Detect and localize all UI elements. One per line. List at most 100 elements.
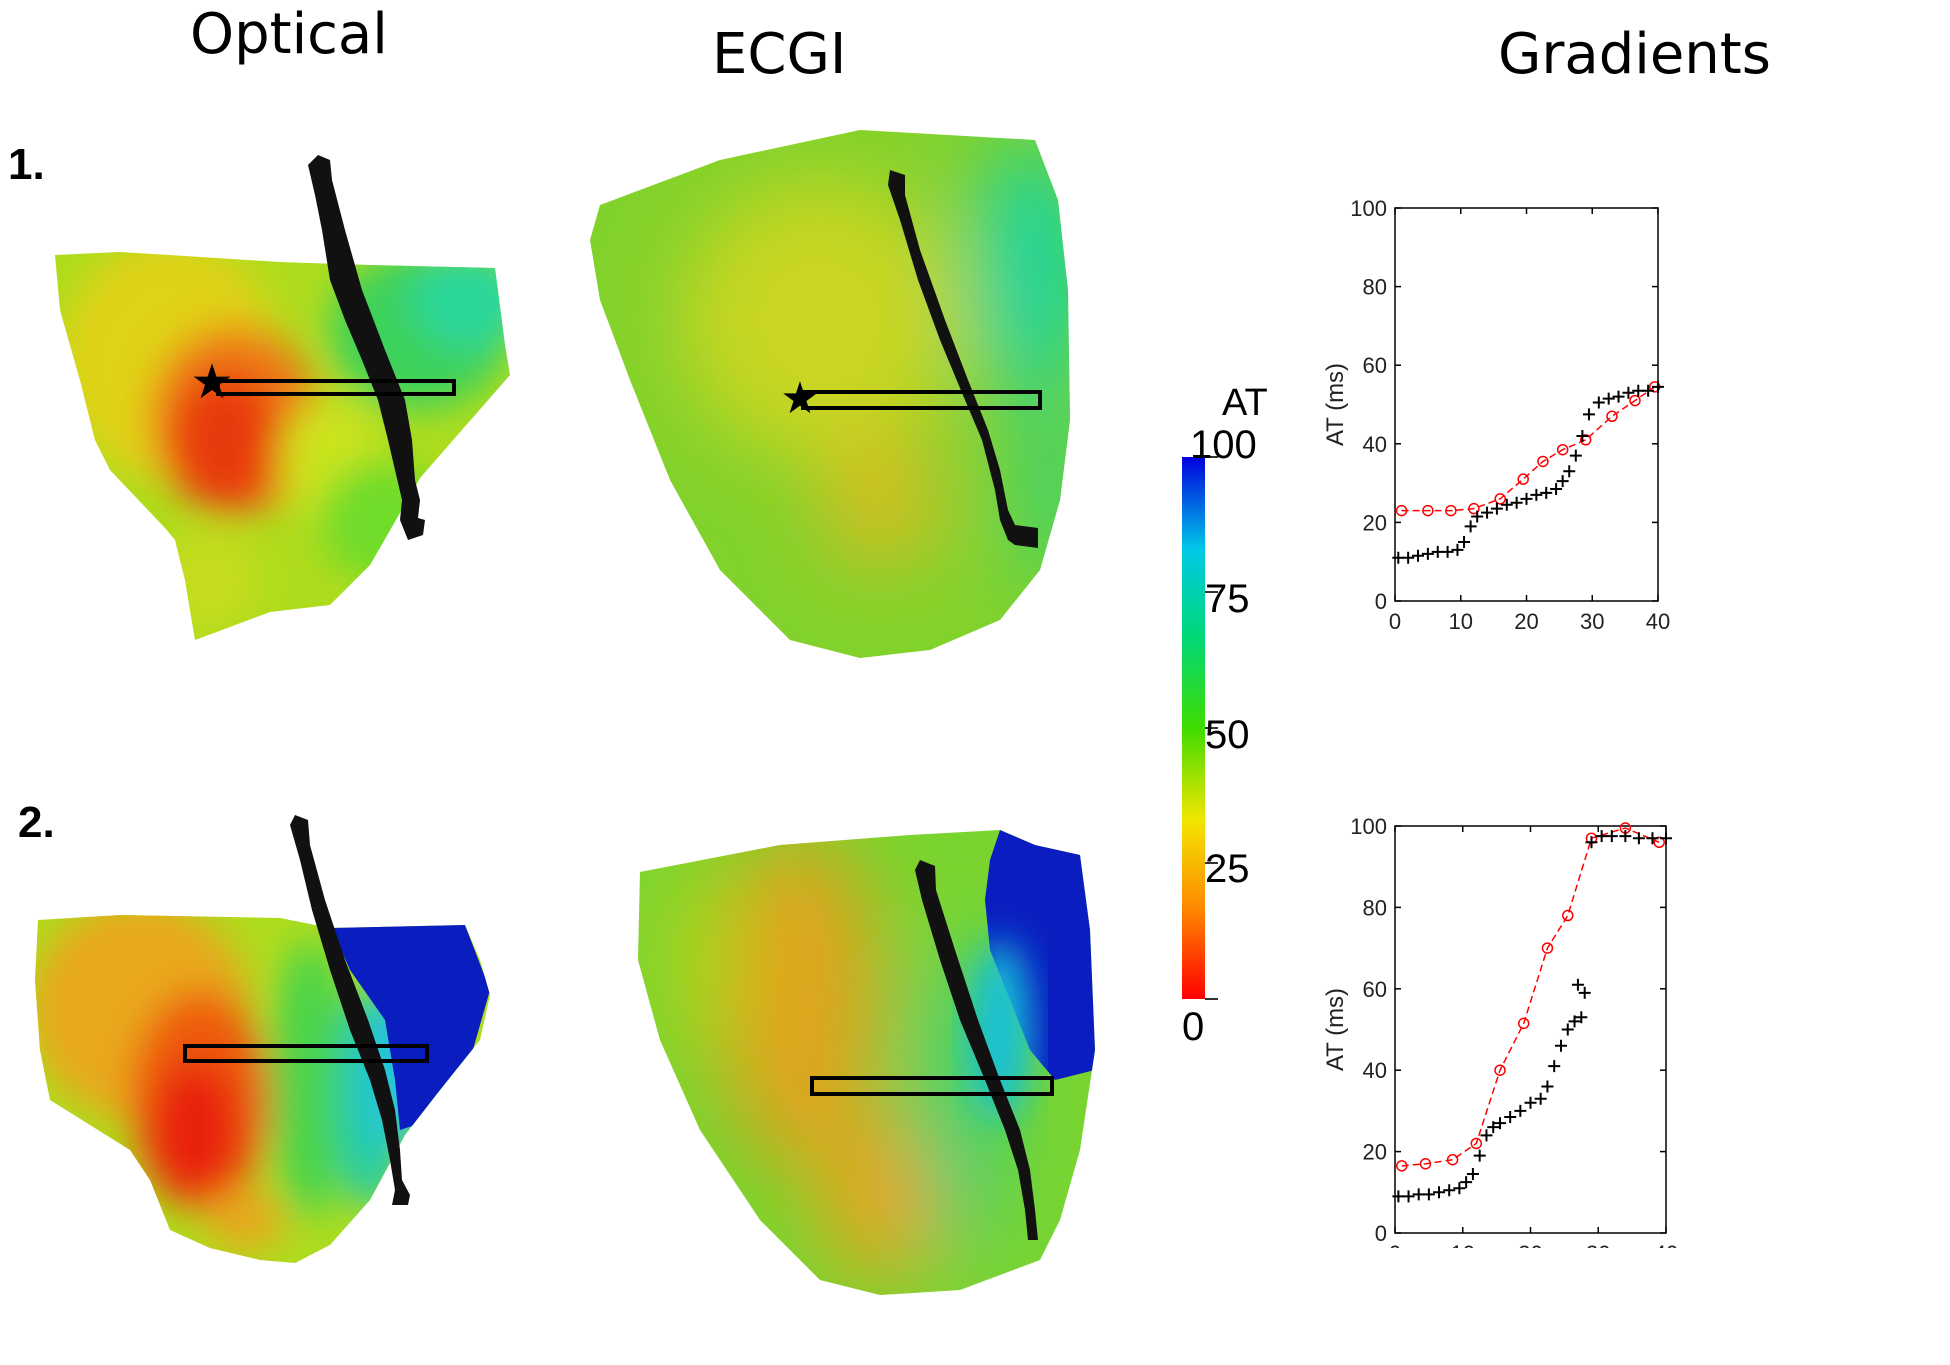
optical-header: Optical	[190, 2, 388, 67]
plot2-xtick-label: 0	[1389, 1241, 1401, 1248]
plot2-optical-series-point	[1453, 1182, 1466, 1195]
plot1-ytick-label: 40	[1363, 432, 1387, 457]
sample-box-1-ecgi	[801, 390, 1042, 410]
plot1-axes-box	[1394, 207, 1659, 602]
plot2-xtick-label: 10	[1451, 1241, 1475, 1248]
plot1-xtick-label: 10	[1449, 609, 1473, 630]
plot1-optical-series-point	[1412, 549, 1425, 562]
plot2-optical-series-point	[1422, 1188, 1435, 1201]
plot2-optical-series-point	[1578, 986, 1591, 999]
plot2-optical-series-point	[1541, 1080, 1554, 1093]
plot1-optical-series-point	[1451, 543, 1464, 556]
plot1-ecgi-series-point	[1629, 394, 1641, 407]
colorbar-tick-25: 25	[1205, 847, 1250, 891]
ecgi-map-2	[638, 830, 1095, 1295]
pacing-star-1-optical: ★	[190, 356, 233, 409]
plot2-ytick-label: 80	[1363, 895, 1387, 920]
plot1-ecgi-series-point	[1579, 434, 1592, 446]
plot1-ytick-label: 100	[1350, 196, 1387, 221]
row-2-label: 2.	[18, 798, 55, 847]
plot2-xtick-label: 40	[1654, 1241, 1678, 1248]
plot2-ecgi-series-point	[1517, 1017, 1530, 1030]
plot2-optical-series-point	[1595, 830, 1608, 843]
plot1-ecgi-series-point	[1517, 473, 1529, 485]
plot2-optical-series-point	[1402, 1190, 1415, 1203]
plot1-optical-series-point	[1622, 386, 1635, 399]
plot1-xtick-label: 20	[1514, 609, 1538, 630]
plot1-optical-series-point	[1540, 486, 1553, 499]
plot1-optical-series-point	[1402, 551, 1415, 564]
plot2-optical-series-point	[1433, 1186, 1446, 1199]
plot1-ytick-label: 0	[1375, 589, 1387, 614]
plot1-optical-series-point	[1612, 390, 1625, 403]
gradients-header: Gradients	[1498, 22, 1771, 87]
plot1-xtick-label: 30	[1580, 609, 1604, 630]
plot1-optical-series-point	[1510, 496, 1523, 509]
plot1-ytick-label: 60	[1363, 353, 1387, 378]
plot1-optical-series-point	[1642, 384, 1655, 397]
plot1-ecgi-series-point	[1445, 504, 1457, 517]
plot1-ecgi-series-point	[1556, 443, 1569, 456]
plot2-optical-series-point	[1473, 1149, 1486, 1162]
plot1-ecgi-series-point	[1468, 502, 1480, 515]
plot1-optical-series-point	[1421, 547, 1434, 560]
plot1-optical-series-point	[1582, 408, 1595, 421]
plot1-ylabel: AT (ms)	[1322, 363, 1349, 446]
vessel-2-ecgi	[915, 860, 1038, 1240]
row-1-label: 1.	[8, 140, 45, 189]
ecgi-header: ECGI	[712, 22, 847, 87]
plot2-optical-series-point	[1605, 830, 1618, 843]
sample-box-2-optical	[183, 1044, 429, 1063]
plot1-optical-series-point	[1592, 396, 1605, 409]
plot1-optical-series-point	[1576, 429, 1589, 442]
plot2-ecgi-series-point	[1419, 1158, 1432, 1170]
plot2-ecgi-series-point	[1494, 1064, 1506, 1076]
colorbar-gradient	[1182, 457, 1205, 999]
optical-map-2	[35, 915, 490, 1263]
ecgi-map-1	[590, 130, 1070, 658]
plot1-optical-series-point	[1471, 510, 1484, 523]
plot2-optical-series-point	[1585, 836, 1598, 849]
plot2-xtick-label: 30	[1586, 1241, 1610, 1248]
plot1-ecgi-series-point	[1494, 493, 1506, 505]
plot2-optical-series-point	[1568, 1015, 1581, 1028]
plot2-optical-series-point	[1494, 1117, 1507, 1130]
plot2-optical-series-point	[1561, 1023, 1574, 1036]
plot1-optical-series-point	[1464, 520, 1477, 533]
plot1-optical-series-point	[1490, 502, 1503, 515]
plot2-optical-series-point	[1412, 1188, 1425, 1201]
plot2-optical-series-point	[1514, 1104, 1527, 1117]
plot2-optical-series-point	[1524, 1096, 1537, 1109]
pacing-star-1-ecgi: ★	[780, 374, 819, 423]
plot2-ytick-label: 60	[1363, 977, 1387, 1002]
plot2-ecgi-series-point	[1396, 1160, 1408, 1172]
plot1-xtick-label: 40	[1646, 609, 1670, 630]
plot1-ecgi-series-point	[1395, 504, 1408, 517]
plot1-optical-series-point	[1441, 545, 1454, 558]
plot1-optical-series-point	[1520, 492, 1533, 505]
plot2-ecgi-series-point	[1562, 909, 1574, 922]
plot1-optical-series-point	[1602, 392, 1615, 405]
plot1-optical-series-point	[1530, 488, 1543, 501]
plot2-optical-series-point	[1619, 830, 1632, 843]
plot1-optical-series-point	[1569, 449, 1582, 462]
plot2-ecgi-series-point	[1470, 1137, 1483, 1150]
plot2-optical-series-point	[1487, 1121, 1500, 1134]
plot2-ytick-label: 20	[1363, 1140, 1387, 1165]
colorbar-tick-0: 0	[1182, 1005, 1204, 1049]
plot2-optical-series-point	[1392, 1190, 1405, 1203]
plot2-ytick-label: 40	[1363, 1058, 1387, 1083]
plot1-ecgi-series-point	[1606, 410, 1618, 423]
gradient-plot-1: 010203040020406080100Distance (mm)AT (ms…	[1322, 196, 1670, 630]
plot1-optical-series-point	[1550, 482, 1563, 495]
plot2-optical-series-point	[1660, 832, 1672, 845]
gradient-plot-2: 010203040020406080100Distance (mm)AT (ms…	[1322, 814, 1678, 1248]
plot2-ecgi-series-point	[1541, 942, 1554, 954]
plot2-optical-series-point	[1554, 1039, 1567, 1052]
sample-box-2-ecgi	[810, 1076, 1054, 1096]
plot2-optical-series-point	[1534, 1092, 1547, 1105]
plot1-xtick-label: 0	[1389, 609, 1401, 630]
plot1-optical-series-point	[1458, 536, 1471, 549]
plot1-ytick-label: 20	[1363, 510, 1387, 535]
